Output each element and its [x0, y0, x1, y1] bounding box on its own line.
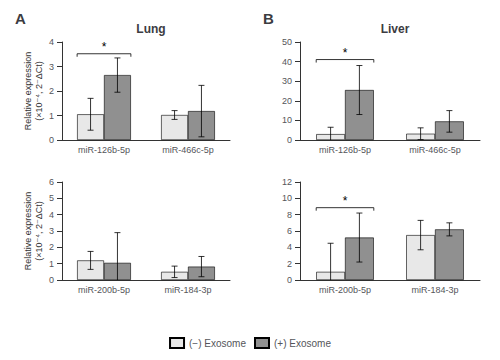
svg-text:0: 0	[49, 135, 54, 145]
svg-text:12: 12	[282, 177, 292, 187]
svg-text:Liver: Liver	[381, 22, 410, 36]
svg-text:10: 10	[282, 193, 292, 203]
svg-text:*: *	[343, 194, 348, 208]
svg-text:2: 2	[49, 242, 54, 252]
svg-text:10: 10	[282, 115, 292, 125]
svg-text:miR-200b-5p: miR-200b-5p	[78, 285, 130, 295]
svg-text:miR-466c-5p: miR-466c-5p	[409, 145, 461, 155]
svg-text:Relative expression: Relative expression	[23, 192, 33, 271]
svg-text:miR-126b-5p: miR-126b-5p	[319, 145, 371, 155]
svg-text:Relative expression: Relative expression	[23, 52, 33, 131]
svg-text:miR-200b-5p: miR-200b-5p	[319, 285, 371, 295]
svg-text:miR-466c-5p: miR-466c-5p	[162, 145, 214, 155]
svg-text:4: 4	[287, 242, 292, 252]
svg-text:A: A	[15, 10, 26, 27]
svg-text:(+) Exosome: (+) Exosome	[274, 338, 331, 349]
svg-text:*: *	[102, 40, 107, 54]
svg-text:B: B	[263, 10, 274, 27]
svg-text:miR-184-3p: miR-184-3p	[164, 285, 211, 295]
svg-text:6: 6	[287, 226, 292, 236]
svg-text:30: 30	[282, 76, 292, 86]
svg-text:6: 6	[49, 177, 54, 187]
svg-text:50: 50	[282, 37, 292, 47]
svg-text:40: 40	[282, 57, 292, 67]
svg-text:0: 0	[49, 275, 54, 285]
svg-text:2: 2	[49, 86, 54, 96]
svg-text:1: 1	[49, 111, 54, 121]
svg-text:*: *	[343, 46, 348, 60]
svg-text:miR-126b-5p: miR-126b-5p	[78, 145, 130, 155]
svg-text:3: 3	[49, 226, 54, 236]
svg-text:(×10⁻⁴, 2⁻ΔCt): (×10⁻⁴, 2⁻ΔCt)	[34, 61, 44, 121]
svg-text:(×10⁻⁴, 2⁻ΔCt): (×10⁻⁴, 2⁻ΔCt)	[34, 201, 44, 261]
svg-text:4: 4	[49, 37, 54, 47]
svg-text:20: 20	[282, 96, 292, 106]
svg-text:miR-184-3p: miR-184-3p	[411, 285, 458, 295]
svg-text:0: 0	[287, 135, 292, 145]
svg-text:2: 2	[287, 259, 292, 269]
svg-text:1: 1	[49, 259, 54, 269]
svg-text:8: 8	[287, 210, 292, 220]
svg-text:Lung: Lung	[136, 22, 165, 36]
svg-text:4: 4	[49, 210, 54, 220]
svg-text:5: 5	[49, 193, 54, 203]
svg-text:0: 0	[287, 275, 292, 285]
svg-text:3: 3	[49, 62, 54, 72]
svg-text:(−) Exosome: (−) Exosome	[189, 338, 246, 349]
